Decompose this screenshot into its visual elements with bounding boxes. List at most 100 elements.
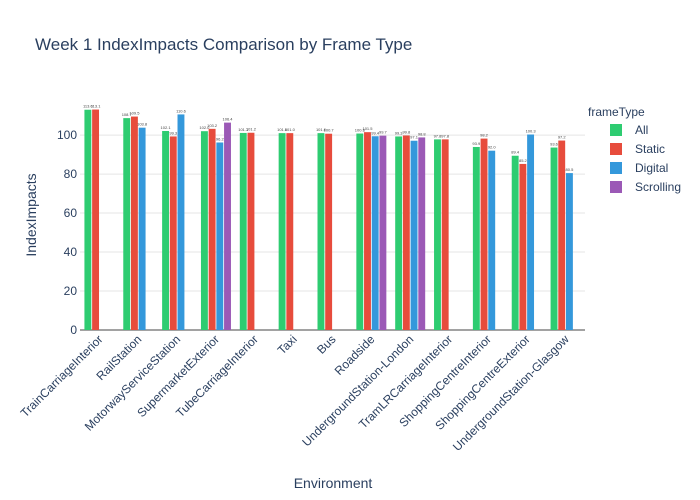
legend-title: frameType bbox=[588, 105, 645, 119]
bar-data-label: 100.8 bbox=[355, 128, 366, 133]
bar-digital[interactable] bbox=[565, 173, 573, 330]
bar-static[interactable] bbox=[519, 163, 527, 330]
bar-data-label: 98.2 bbox=[480, 133, 489, 138]
bar-digital[interactable] bbox=[371, 136, 379, 330]
bar-all[interactable] bbox=[550, 147, 558, 330]
bar-all[interactable] bbox=[239, 132, 247, 330]
legend-label: Digital bbox=[635, 161, 668, 175]
legend[interactable]: frameType All Static Digital Scrolling bbox=[588, 105, 681, 194]
bar-data-label: 98.8 bbox=[418, 131, 427, 136]
bar-data-label: 103.2 bbox=[207, 123, 218, 128]
bar-data-label: 101.2 bbox=[246, 127, 257, 132]
x-tick-label: TrainCarriageInterior bbox=[18, 332, 106, 420]
bar-data-labels: 113.0113.1108.7109.5103.8102.199.3110.61… bbox=[83, 104, 574, 173]
bar-data-label: 93.9 bbox=[472, 141, 481, 146]
bar-digital[interactable] bbox=[527, 134, 535, 331]
bar-static[interactable] bbox=[130, 116, 138, 330]
bar-static[interactable] bbox=[169, 136, 177, 330]
y-tick-labels: 0 20 40 60 80 100 bbox=[57, 128, 77, 337]
bar-all[interactable] bbox=[162, 130, 170, 330]
bar-data-label: 110.6 bbox=[176, 108, 186, 113]
bar-all[interactable] bbox=[511, 155, 519, 330]
y-tick-label: 100 bbox=[57, 128, 77, 142]
bar-digital[interactable] bbox=[216, 142, 224, 330]
bar-data-label: 99.8 bbox=[402, 129, 411, 134]
legend-item-scrolling[interactable]: Scrolling bbox=[610, 180, 681, 194]
legend-swatch bbox=[610, 162, 622, 174]
bar-static[interactable] bbox=[208, 128, 216, 330]
x-tick-label: Taxi bbox=[275, 332, 300, 357]
bar-static[interactable] bbox=[441, 139, 449, 330]
bars[interactable] bbox=[84, 109, 573, 331]
bar-all[interactable] bbox=[317, 133, 325, 330]
bar-data-label: 89.4 bbox=[511, 150, 520, 155]
legend-label: Static bbox=[635, 142, 665, 156]
legend-swatch bbox=[610, 143, 622, 155]
bar-static[interactable] bbox=[402, 135, 410, 330]
bar-all[interactable] bbox=[200, 131, 208, 330]
bar-data-label: 109.5 bbox=[129, 111, 140, 116]
bar-scrolling[interactable] bbox=[224, 122, 231, 330]
bar-digital[interactable] bbox=[138, 127, 146, 330]
bar-static[interactable] bbox=[480, 138, 488, 330]
bar-data-label: 93.6 bbox=[550, 142, 559, 147]
x-tick-label: Bus bbox=[314, 332, 339, 357]
bar-all[interactable] bbox=[434, 139, 441, 330]
bar-static[interactable] bbox=[286, 133, 294, 330]
bar-scrolling[interactable] bbox=[418, 137, 426, 330]
bar-digital[interactable] bbox=[410, 140, 418, 330]
bar-data-label: 103.8 bbox=[137, 122, 148, 127]
legend-label: Scrolling bbox=[635, 180, 681, 194]
bar-static[interactable] bbox=[247, 132, 255, 330]
chart-title: Week 1 IndexImpacts Comparison by Frame … bbox=[35, 35, 412, 54]
bar-data-label: 102.0 bbox=[199, 125, 210, 130]
bar-data-label: 99.3 bbox=[169, 130, 178, 135]
bar-data-label: 113.1 bbox=[91, 104, 101, 109]
bar-all[interactable] bbox=[123, 118, 131, 330]
bar-static[interactable] bbox=[558, 140, 566, 330]
bar-data-label: 97.8 bbox=[441, 133, 450, 138]
bar-digital[interactable] bbox=[488, 150, 496, 330]
legend-swatch bbox=[610, 181, 622, 193]
bar-data-label: 100.7 bbox=[324, 128, 335, 133]
legend-item-static[interactable]: Static bbox=[610, 142, 665, 156]
bar-data-label: 99.4 bbox=[371, 130, 380, 135]
legend-item-digital[interactable]: Digital bbox=[610, 161, 668, 175]
y-tick-label: 20 bbox=[64, 284, 78, 298]
x-axis-title: Environment bbox=[294, 475, 373, 491]
y-tick-label: 0 bbox=[70, 323, 77, 337]
x-tick-labels: TrainCarriageInteriorRailStationMotorway… bbox=[18, 332, 572, 454]
bar-data-label: 101.5 bbox=[362, 126, 373, 131]
bar-all[interactable] bbox=[472, 146, 480, 330]
legend-item-all[interactable]: All bbox=[610, 123, 648, 137]
bar-data-label: 101.0 bbox=[316, 127, 327, 132]
bar-data-label: 106.4 bbox=[223, 117, 234, 122]
bar-all[interactable] bbox=[356, 133, 364, 330]
y-tick-label: 80 bbox=[64, 167, 78, 181]
bar-scrolling[interactable] bbox=[379, 135, 387, 330]
bar-data-label: 97.2 bbox=[558, 135, 567, 140]
bar-all[interactable] bbox=[278, 133, 286, 330]
bar-digital[interactable] bbox=[177, 114, 185, 330]
y-tick-label: 40 bbox=[64, 245, 78, 259]
grid-lines bbox=[80, 134, 585, 331]
bar-data-label: 92.0 bbox=[488, 145, 497, 150]
bar-data-label: 80.5 bbox=[566, 167, 575, 172]
bar-static[interactable] bbox=[364, 132, 371, 330]
bar-data-label: 113.0 bbox=[83, 104, 93, 109]
bar-data-label: 108.7 bbox=[122, 112, 133, 117]
bar-data-label: 101.1 bbox=[238, 127, 249, 132]
bar-static[interactable] bbox=[92, 109, 100, 331]
bar-data-label: 97.8 bbox=[434, 133, 443, 138]
bar-static[interactable] bbox=[325, 133, 333, 330]
bar-data-label: 99.3 bbox=[395, 130, 404, 135]
bar-data-label: 102.1 bbox=[161, 125, 172, 130]
bar-all[interactable] bbox=[84, 109, 92, 331]
bar-all[interactable] bbox=[395, 136, 403, 330]
bar-data-label: 96.2 bbox=[216, 136, 225, 141]
y-tick-label: 60 bbox=[64, 206, 78, 220]
bar-data-label: 101.0 bbox=[277, 127, 288, 132]
bar-data-label: 85.2 bbox=[519, 158, 528, 163]
